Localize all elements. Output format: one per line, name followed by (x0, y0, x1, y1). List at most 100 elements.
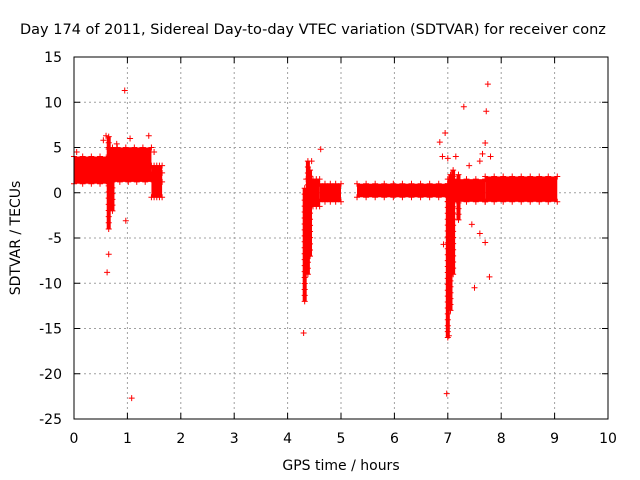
data-point (307, 191, 314, 198)
outlier-point (145, 132, 152, 139)
data-point (518, 173, 525, 180)
data-point (417, 180, 424, 187)
data-point (527, 198, 534, 205)
data-point (509, 198, 516, 205)
y-tick-label: -20 (39, 367, 62, 383)
data-point (307, 210, 314, 217)
data-point (482, 198, 489, 205)
data-point (109, 190, 116, 197)
chart-title: Day 174 of 2011, Sidereal Day-to-day VTE… (20, 22, 606, 38)
data-point (307, 240, 314, 247)
x-tick-label: 3 (230, 431, 239, 447)
data-point (304, 271, 311, 278)
outlier-point (484, 81, 491, 88)
y-tick-label: -25 (39, 412, 62, 428)
data-point (327, 198, 334, 205)
data-point (354, 180, 361, 187)
data-point (491, 173, 498, 180)
data-point (450, 222, 457, 229)
outlier-point (113, 140, 120, 147)
data-point (159, 194, 166, 201)
data-band (74, 156, 109, 184)
x-tick-label: 9 (550, 431, 559, 447)
data-point (116, 178, 123, 185)
outlier-point (476, 158, 483, 165)
data-band (108, 147, 152, 175)
data-point (372, 180, 379, 187)
outlier-point (73, 149, 80, 156)
data-point (450, 258, 457, 265)
data-point (500, 198, 507, 205)
x-tick-label: 2 (176, 431, 185, 447)
outlier-point (128, 395, 135, 402)
data-point (536, 198, 543, 205)
data-point (88, 180, 95, 187)
data-point (307, 173, 314, 180)
data-point (88, 153, 95, 160)
data-point (518, 198, 525, 205)
data-point (450, 216, 457, 223)
x-tick-label: 6 (390, 431, 399, 447)
data-point (301, 292, 308, 299)
data-point (159, 162, 166, 169)
data-point (97, 180, 104, 187)
outlier-point (468, 221, 475, 228)
data-point (426, 194, 433, 201)
data-point (450, 246, 457, 253)
data-point (450, 234, 457, 241)
data-point (545, 198, 552, 205)
x-tick-label: 8 (497, 431, 506, 447)
data-point (105, 139, 112, 146)
data-point (109, 202, 116, 209)
data-point (444, 316, 451, 323)
outlier-point (317, 146, 324, 153)
data-point (447, 271, 454, 278)
outlier-point (479, 150, 486, 157)
data-point (500, 173, 507, 180)
data-point (408, 194, 415, 201)
data-point (133, 169, 140, 176)
x-tick-label: 4 (283, 431, 292, 447)
outlier-point (445, 332, 452, 339)
data-point (307, 197, 314, 204)
data-point (327, 180, 334, 187)
data-point (399, 180, 406, 187)
data-band (151, 165, 163, 198)
outlier-point (482, 239, 489, 246)
outlier-point (460, 103, 467, 110)
data-point (447, 289, 454, 296)
data-point (109, 167, 116, 174)
data-point (301, 286, 308, 293)
data-point (79, 153, 86, 160)
data-band (111, 172, 163, 182)
outlier-point (487, 153, 494, 160)
data-point (109, 144, 116, 151)
data-point (390, 194, 397, 201)
data-point (332, 180, 339, 187)
data-point (338, 198, 344, 205)
outlier-point (151, 149, 158, 156)
outlier-point (483, 108, 490, 115)
outlier-point (127, 135, 134, 142)
outlier-point (471, 284, 478, 291)
data-point (455, 199, 462, 206)
data-point (105, 225, 112, 232)
outlier-point (122, 217, 129, 224)
data-point (321, 180, 328, 187)
data-point (417, 194, 424, 201)
data-point (131, 144, 138, 151)
data-band (319, 183, 341, 202)
data-point (79, 180, 86, 187)
outlier-point (476, 230, 483, 237)
data-point (450, 179, 457, 186)
data-point (455, 188, 462, 195)
data-point (307, 234, 314, 241)
data-point (447, 301, 454, 308)
data-point (455, 194, 462, 201)
axis-ticks: 0 1 2 3 4 5 6 7 8 9 10 15 10 5 0 -5 -10 -15 -20 -25 (39, 50, 617, 447)
data-point (316, 180, 323, 187)
data-point (122, 144, 129, 151)
data-point (450, 271, 457, 278)
data-point (307, 222, 314, 229)
outlier-point (104, 269, 111, 276)
